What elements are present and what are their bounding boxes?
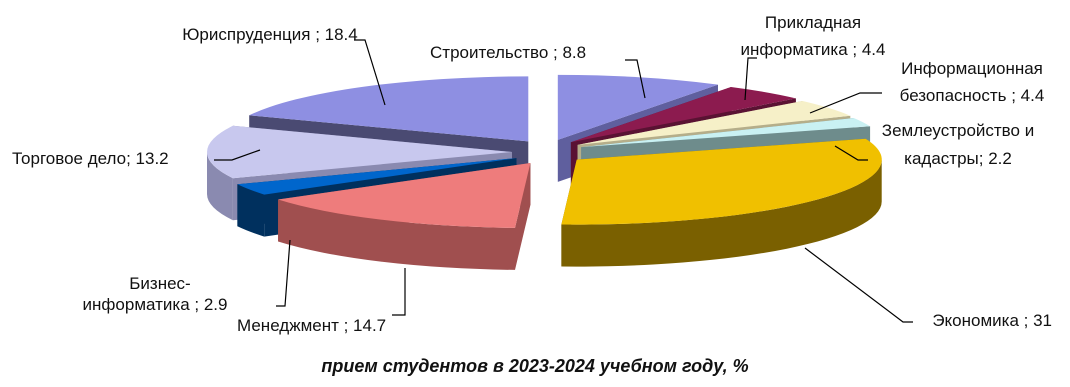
slice-label: Менеджмент ; 14.7 [237, 316, 386, 335]
leader-line [809, 92, 882, 114]
pie-slice [557, 74, 718, 140]
chart-caption: прием студентов в 2023-2024 учебном году… [321, 356, 749, 376]
slice-label: Юриспруденция ; 18.4 [182, 25, 358, 44]
leader-line [625, 59, 646, 99]
slice-label: Строительство ; 8.8 [430, 43, 586, 62]
slice-label: кадастры; 2.2 [904, 149, 1012, 168]
slice-wall [561, 159, 882, 267]
leader-line [834, 145, 868, 161]
pie-slice [249, 76, 529, 142]
pie-slice [570, 87, 796, 143]
slice-wall [207, 152, 233, 221]
pie-slice [581, 118, 871, 148]
slice-label: Экономика ; 31 [932, 311, 1052, 330]
pie-slice [577, 101, 851, 145]
pie-slice [278, 163, 531, 228]
slice-label: информатика ; 2.9 [83, 295, 228, 314]
slice-label: Землеустройство и [882, 121, 1034, 140]
leader-line [744, 57, 757, 101]
slice-label: безопасность ; 4.4 [900, 86, 1045, 105]
slice-labels: Строительство ; 8.8 Прикладная информатика… [12, 13, 1052, 335]
pie-slice [561, 138, 882, 225]
slice-label: Торговое дело; 13.2 [12, 149, 169, 168]
leader-line [214, 149, 261, 161]
slice-wall [278, 199, 515, 270]
slice-label: Бизнес- [129, 274, 190, 293]
slice-wall [237, 184, 265, 237]
leader-line [276, 239, 291, 307]
pie-slice [237, 158, 517, 195]
pie-slice [207, 125, 513, 179]
slice-label: Информационная [901, 59, 1043, 78]
leader-line [804, 247, 913, 323]
slice-tops [207, 74, 882, 228]
leader-line [392, 268, 406, 316]
slice-label: информатика ; 4.4 [741, 40, 886, 59]
leader-lines [214, 39, 913, 323]
slice-label: Прикладная [765, 13, 861, 32]
leader-line [354, 39, 386, 106]
